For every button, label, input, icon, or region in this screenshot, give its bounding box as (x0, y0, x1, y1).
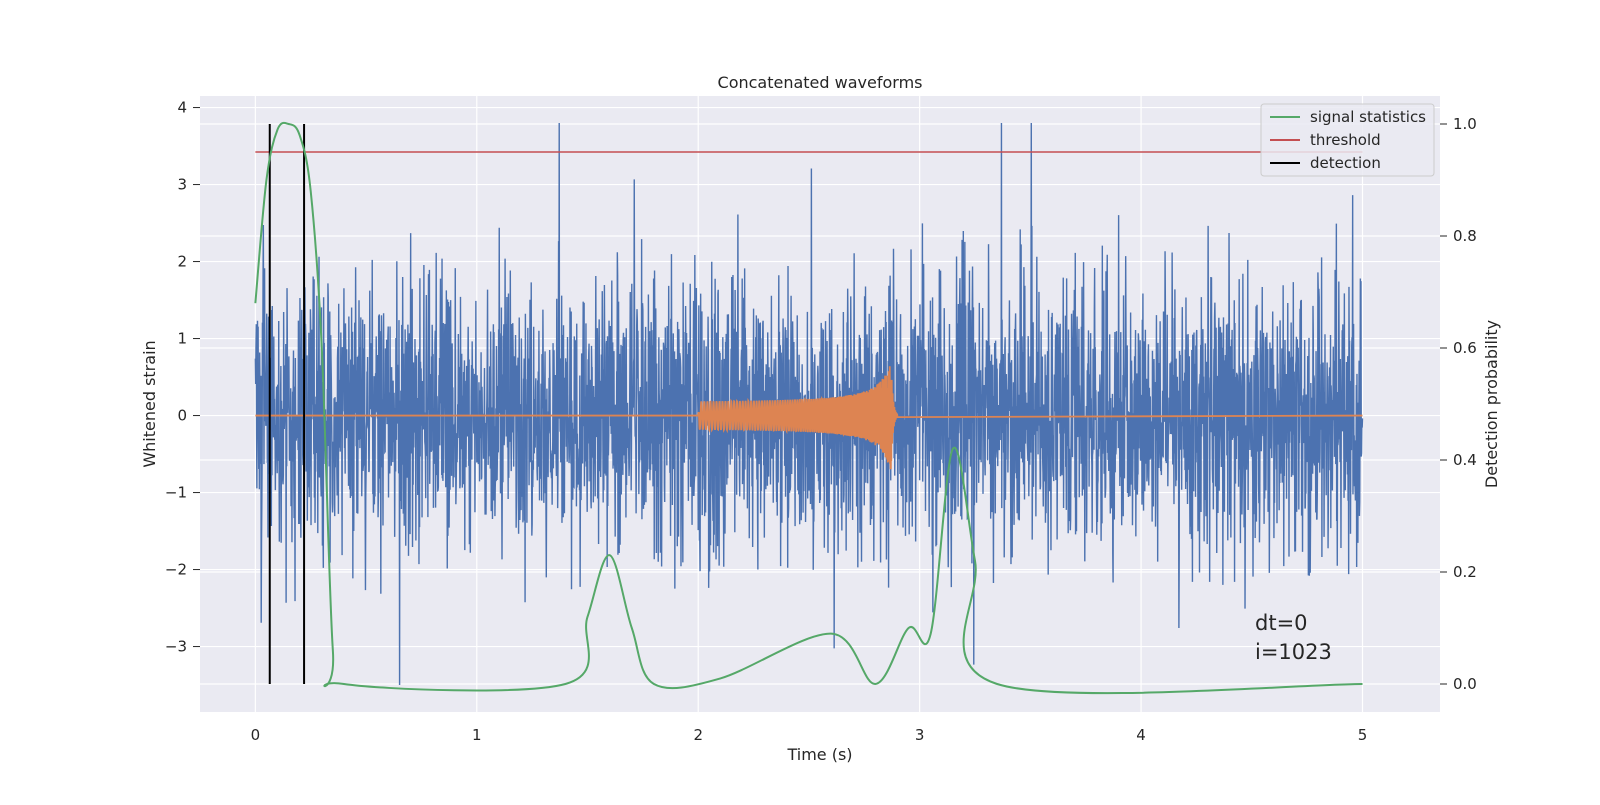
x-tick-label: 3 (915, 726, 925, 744)
y-tick-label: 3 (177, 176, 187, 194)
y-tick-label: 2 (177, 253, 187, 271)
series-strain-line (254, 122, 1364, 686)
series-layer (254, 121, 1364, 695)
x-axis-label: Time (s) (786, 745, 852, 764)
y-tick-label: −2 (165, 561, 187, 579)
axes: 0 1 2 3 4 5 −3 −2 −1 0 1 2 3 4 0.0 0.2 0.4 0.6 0.8 1.0 (165, 99, 1477, 744)
y-tick-label: −1 (165, 484, 187, 502)
x-tick-label: 0 (251, 726, 261, 744)
y2-axis-label: Detection probability (1482, 320, 1501, 488)
y2-tick-label: 0.8 (1453, 227, 1477, 245)
legend-label-detection: detection (1310, 154, 1381, 172)
legend: signal statistics threshold detection (1260, 103, 1435, 177)
x-tick-label: 4 (1136, 726, 1146, 744)
annotation-dt: dt=0 (1255, 611, 1308, 635)
y-tick-label: 4 (177, 99, 187, 117)
x-tick-label: 1 (472, 726, 482, 744)
legend-label-threshold: threshold (1310, 131, 1381, 149)
legend-box (1260, 103, 1435, 177)
y2-tick-label: 0.4 (1453, 451, 1477, 469)
y-tick-label: 1 (177, 330, 187, 348)
x-tick-label: 2 (693, 726, 703, 744)
legend-label-signal-statistics: signal statistics (1310, 108, 1426, 126)
y-axis-label: Whitened strain (140, 340, 159, 467)
series-template-line (255, 366, 1363, 470)
y2-tick-label: 0.2 (1453, 563, 1477, 581)
y-tick-label: 0 (177, 407, 187, 425)
chart-title: Concatenated waveforms (718, 73, 923, 92)
y2-tick-label: 0.6 (1453, 339, 1477, 357)
series-signal-statistics-line (254, 121, 1363, 695)
y-tick-label: −3 (165, 638, 187, 656)
annotation-index: i=1023 (1255, 640, 1332, 664)
y2-tick-label: 0.0 (1453, 675, 1477, 693)
x-tick-label: 5 (1358, 726, 1368, 744)
y2-tick-label: 1.0 (1453, 115, 1477, 133)
